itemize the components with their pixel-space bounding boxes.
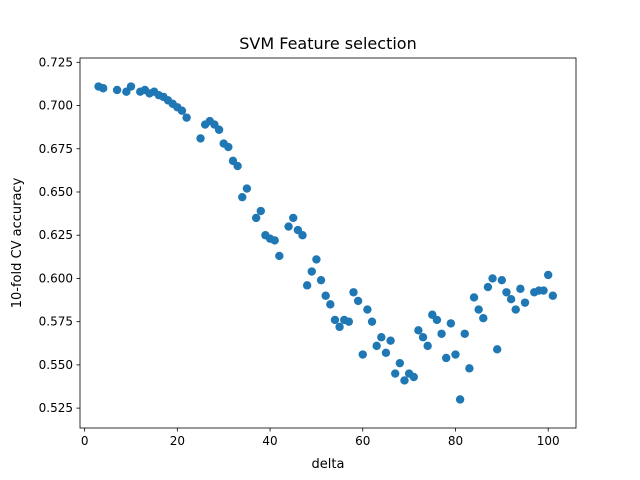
y-axis-ticks: 0.525 0.550 0.575 0.600 0.625 0.650 0.675 0.700…: [39, 55, 80, 415]
x-tick-label: 80: [448, 434, 463, 448]
data-point: [233, 161, 242, 171]
data-point: [469, 293, 479, 302]
data-point: [321, 291, 330, 300]
x-tick-label: 60: [355, 434, 370, 448]
y-tick-label: 0.600: [39, 271, 73, 285]
data-point: [437, 329, 446, 338]
data-point: [349, 288, 358, 297]
data-point: [497, 275, 507, 285]
data-point: [182, 113, 191, 122]
y-tick-label: 0.550: [39, 358, 73, 372]
data-point: [238, 192, 247, 202]
plot-frame: [79, 57, 577, 429]
data-point: [474, 305, 483, 314]
data-point: [483, 282, 493, 292]
data-point: [367, 317, 377, 326]
data-point: [391, 369, 400, 378]
y-tick-label: 0.725: [39, 55, 73, 69]
chart-title: SVM Feature selection: [239, 34, 416, 53]
data-point: [307, 267, 316, 276]
data-point: [270, 236, 279, 245]
data-point: [298, 231, 307, 240]
data-point: [386, 336, 395, 345]
data-point: [98, 84, 108, 93]
data-point: [460, 329, 469, 338]
data-point: [302, 281, 312, 290]
data-point: [326, 300, 335, 309]
data-point: [377, 333, 386, 342]
y-tick-label: 0.675: [39, 142, 73, 156]
data-point: [548, 291, 558, 300]
data-point: [442, 353, 451, 363]
data-point: [112, 85, 122, 95]
data-point: [312, 255, 321, 264]
data-point: [289, 213, 298, 223]
x-axis-ticks: 0 20 40 60 80 100: [81, 428, 560, 448]
y-tick-label: 0.575: [39, 315, 73, 329]
x-tick-label: 100: [537, 434, 560, 448]
scatter-points: [94, 82, 558, 404]
data-point: [516, 284, 525, 294]
data-point: [353, 296, 363, 306]
y-tick-label: 0.700: [39, 99, 73, 113]
data-point: [381, 348, 391, 357]
x-tick-label: 40: [262, 434, 277, 448]
data-point: [358, 350, 367, 359]
data-point: [511, 305, 520, 314]
data-point: [418, 333, 428, 342]
x-tick-label: 0: [81, 434, 89, 448]
y-axis-label: 10-fold CV accuracy: [10, 177, 25, 308]
data-point: [242, 184, 252, 193]
y-tick-label: 0.650: [39, 185, 73, 199]
data-point: [506, 294, 516, 304]
x-axis-label: delta: [312, 457, 345, 472]
data-point: [400, 376, 409, 385]
data-point: [409, 372, 418, 382]
data-point: [492, 345, 502, 354]
data-point: [256, 206, 265, 216]
data-point: [423, 341, 432, 351]
data-point: [363, 305, 372, 314]
data-point: [196, 134, 205, 143]
data-point: [539, 286, 548, 295]
data-point: [344, 317, 354, 326]
data-point: [224, 142, 233, 152]
data-point: [479, 314, 488, 323]
data-point: [451, 350, 460, 359]
data-point: [284, 222, 293, 231]
data-point: [330, 315, 340, 325]
data-point: [395, 358, 405, 368]
data-point: [275, 251, 284, 261]
y-tick-label: 0.625: [39, 228, 73, 242]
data-point: [446, 319, 456, 328]
data-point: [488, 274, 497, 283]
data-point: [214, 125, 224, 134]
data-point: [126, 82, 136, 91]
y-tick-label: 0.525: [39, 401, 73, 415]
x-tick-label: 20: [170, 434, 185, 448]
data-point: [372, 341, 381, 351]
data-point: [543, 270, 553, 280]
data-point: [502, 288, 511, 297]
data-point: [432, 315, 442, 325]
data-point: [335, 322, 344, 332]
data-point: [316, 275, 326, 285]
data-point: [520, 298, 530, 307]
data-point: [251, 213, 261, 223]
data-point: [465, 364, 474, 373]
data-point: [177, 106, 187, 115]
data-point: [414, 326, 423, 335]
data-point: [455, 395, 465, 404]
